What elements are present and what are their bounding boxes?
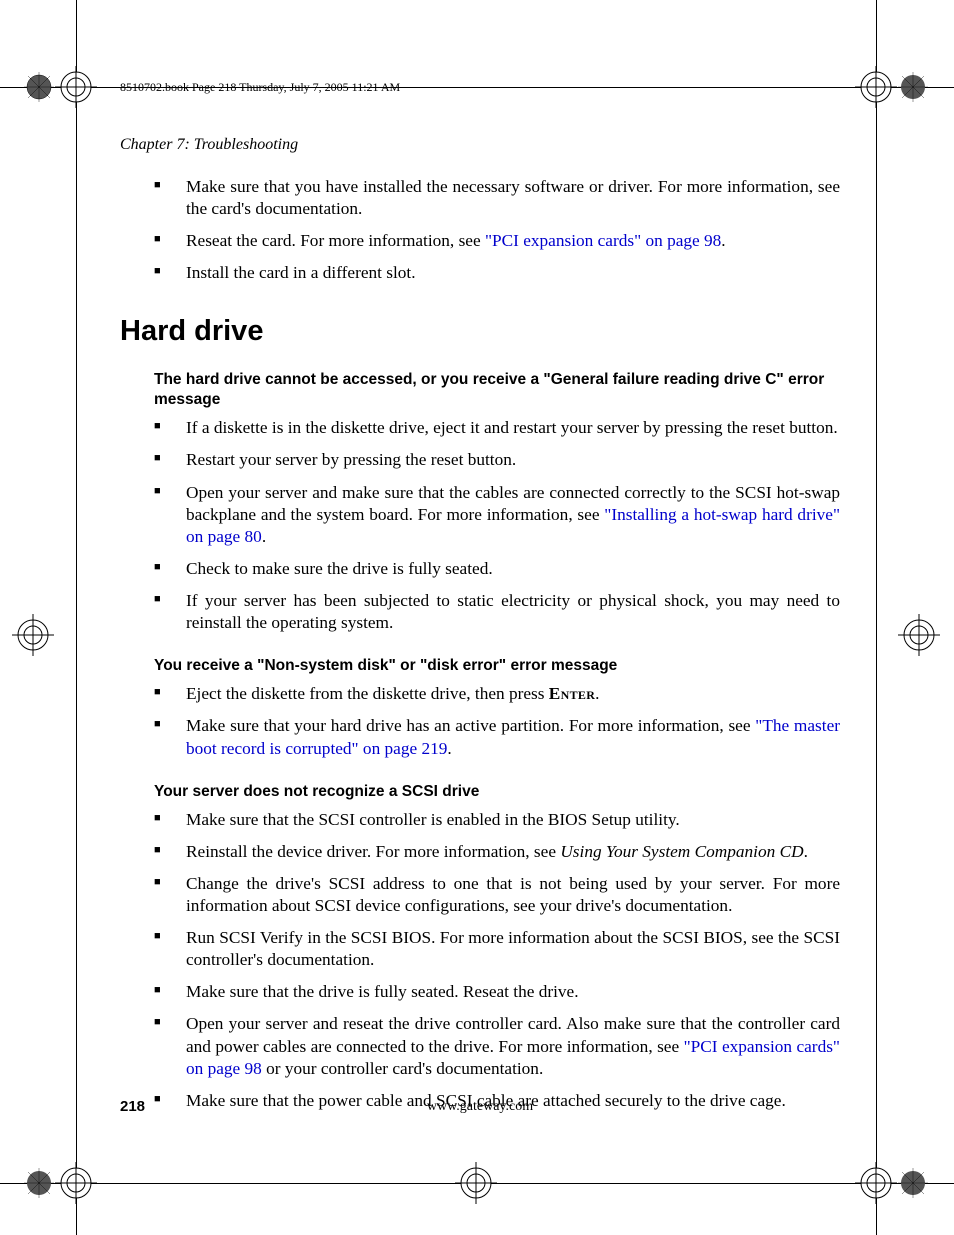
registration-mark-icon [855,66,897,108]
registration-mark-icon [455,1162,497,1204]
list-item: Restart your server by pressing the rese… [154,449,840,471]
cross-reference-link[interactable]: "Installing a hot-swap hard drive" on pa… [186,505,840,546]
list-item: Reseat the card. For more information, s… [154,230,840,252]
list-item: Check to make sure the drive is fully se… [154,558,840,580]
list-item: Change the drive's SCSI address to one t… [154,873,840,917]
starburst-icon [898,1168,928,1198]
registration-mark-icon [855,1162,897,1204]
starburst-icon [24,72,54,102]
list-item: Eject the diskette from the diskette dri… [154,683,840,705]
cross-reference-link[interactable]: "PCI expansion cards" on page 98 [186,1037,840,1078]
starburst-icon [24,1168,54,1198]
key-name: Enter [549,684,595,703]
list-item: Install the card in a different slot. [154,262,840,284]
cross-reference-link[interactable]: "PCI expansion cards" on page 98 [485,231,721,250]
page-footer: 218 www.gateway.com [120,1098,840,1116]
crop-line-bottom [0,1183,954,1184]
registration-mark-icon [898,614,940,656]
page-root: 8510702.book Page 218 Thursday, July 7, … [0,0,954,1235]
sub-heading: You receive a "Non-system disk" or "disk… [154,656,840,677]
registration-mark-icon [55,66,97,108]
section-heading: Hard drive [120,315,840,348]
list-item: Reinstall the device driver. For more in… [154,841,840,863]
crop-line-right [876,0,877,1235]
sub-heading: Your server does not recognize a SCSI dr… [154,782,840,803]
footer-url: www.gateway.com [120,1099,840,1115]
starburst-icon [898,72,928,102]
list-item: If a diskette is in the diskette drive, … [154,417,840,439]
registration-mark-icon [12,614,54,656]
running-head: Chapter 7: Troubleshooting [120,136,298,154]
intro-bullet-list: Make sure that you have installed the ne… [154,176,840,285]
body-content: Make sure that you have installed the ne… [120,176,840,1122]
list-item: Make sure that the SCSI controller is en… [154,809,840,831]
list-item: Open your server and make sure that the … [154,482,840,548]
sub-heading: The hard drive cannot be accessed, or yo… [154,370,840,412]
bullet-list: If a diskette is in the diskette drive, … [154,417,840,634]
list-item: Make sure that you have installed the ne… [154,176,840,220]
book-build-info: 8510702.book Page 218 Thursday, July 7, … [120,80,400,95]
list-item: Run SCSI Verify in the SCSI BIOS. For mo… [154,927,840,971]
list-item: Make sure that the drive is fully seated… [154,981,840,1003]
crop-line-left [76,0,77,1235]
cross-reference-link[interactable]: "The master boot record is corrupted" on… [186,716,840,757]
list-item: Open your server and reseat the drive co… [154,1013,840,1079]
list-item: If your server has been subjected to sta… [154,590,840,634]
bullet-list: Make sure that the SCSI controller is en… [154,809,840,1112]
list-item: Make sure that your hard drive has an ac… [154,715,840,759]
title-reference: Using Your System Companion CD [560,842,803,861]
section-groups: The hard drive cannot be accessed, or yo… [120,370,840,1112]
bullet-list: Eject the diskette from the diskette dri… [154,683,840,759]
registration-mark-icon [55,1162,97,1204]
